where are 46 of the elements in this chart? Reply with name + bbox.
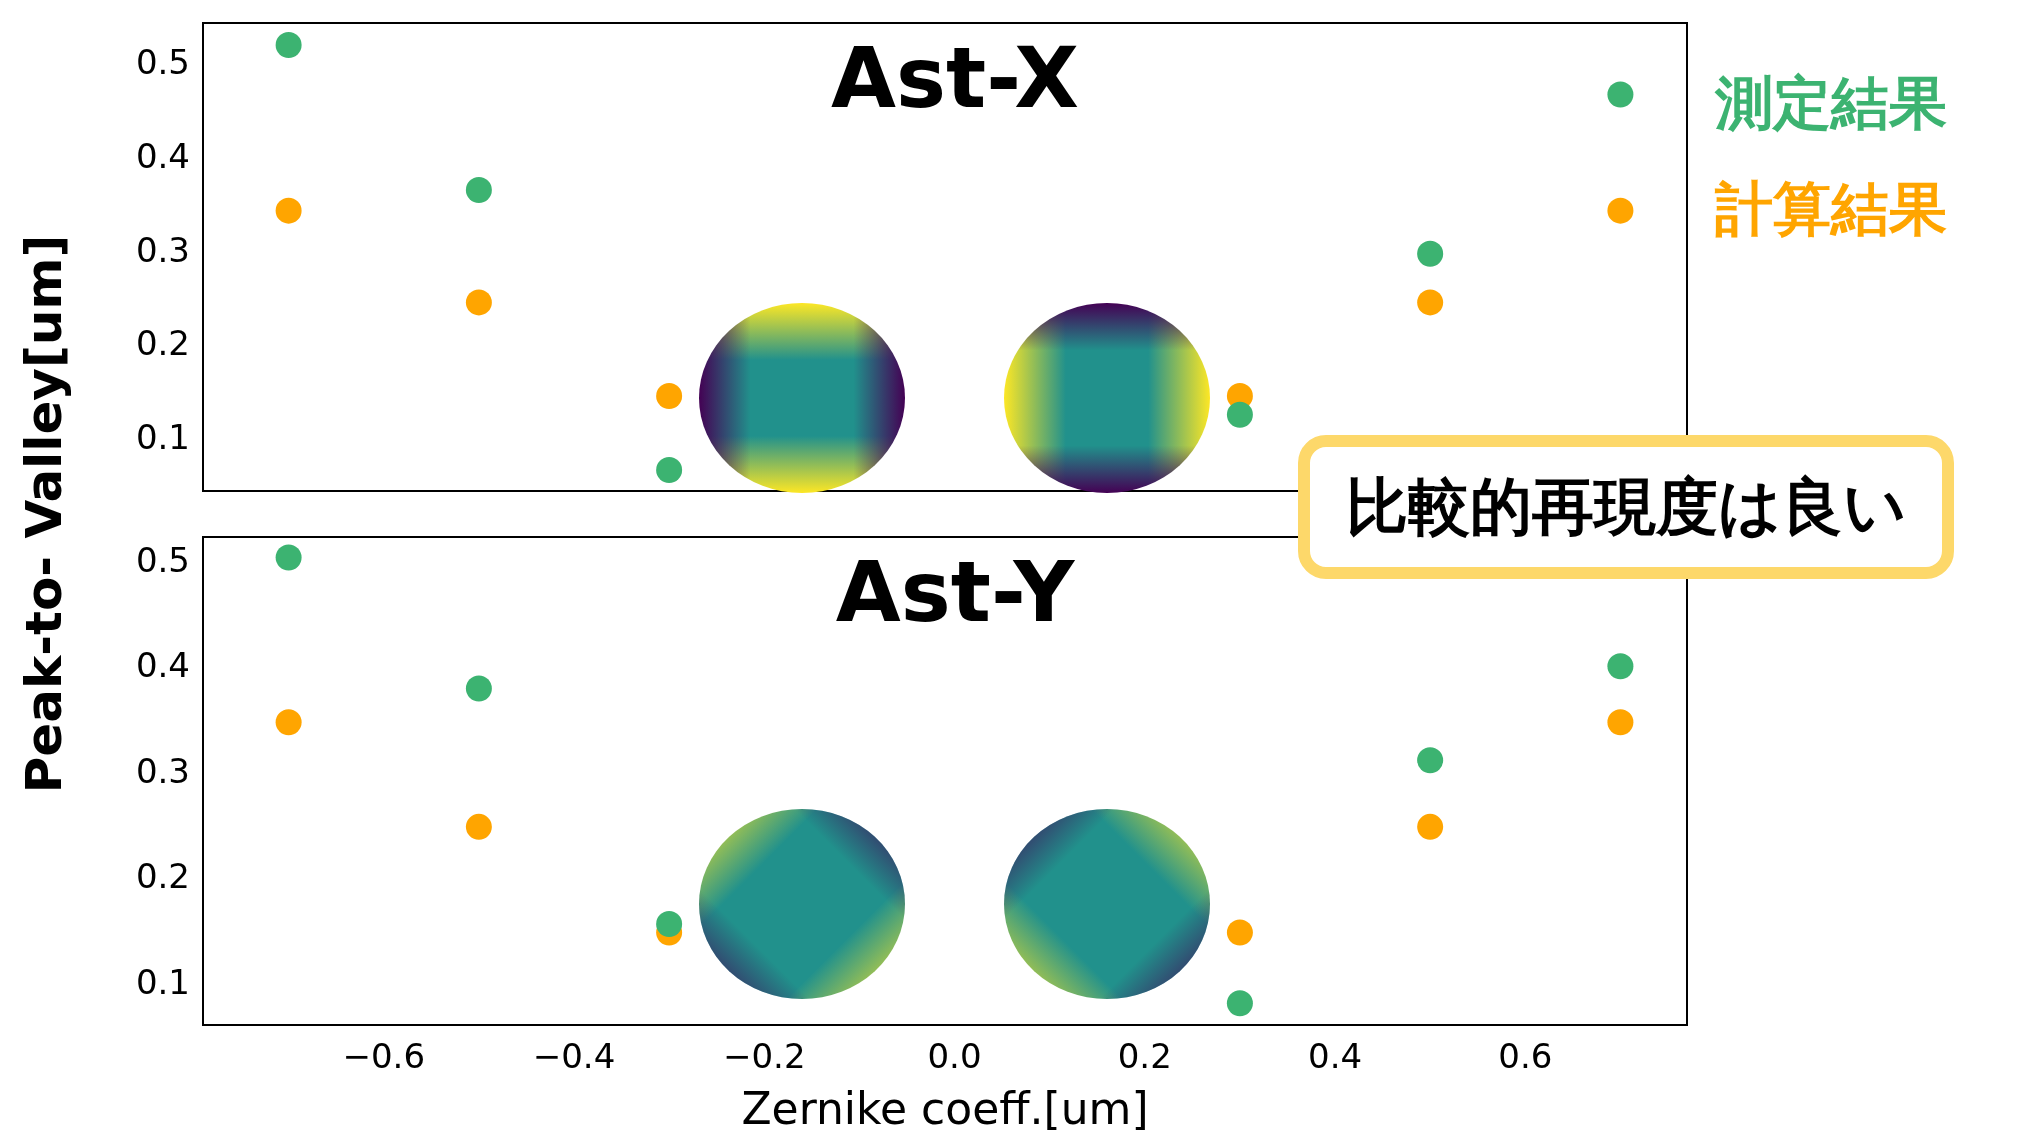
- x-axis-title: Zernike coeff.[um]: [741, 1083, 1149, 1135]
- series-label: 計算結果: [1715, 174, 1947, 245]
- y-tick-label: 0.5: [135, 539, 190, 580]
- point: [465, 177, 492, 204]
- y-tick-label: 0.4: [135, 645, 190, 686]
- point: [1417, 813, 1444, 840]
- point: [275, 709, 302, 736]
- point: [656, 911, 683, 937]
- point: [1417, 240, 1444, 267]
- point: [275, 31, 302, 58]
- y-tick-label: 0.2: [135, 323, 190, 364]
- y-tick-label: 0.1: [135, 962, 190, 1003]
- point: [1417, 289, 1444, 316]
- x-tick-label: 0.4: [1307, 1035, 1363, 1076]
- point: [1607, 197, 1634, 224]
- x-tick-label: −0.4: [532, 1035, 616, 1076]
- point: [1607, 81, 1634, 108]
- point: [1607, 653, 1634, 680]
- chart-title: Ast-Y: [835, 543, 1076, 642]
- y-tick-label: 0.4: [135, 135, 190, 176]
- x-tick-label: −0.6: [342, 1035, 426, 1076]
- point: [465, 675, 492, 702]
- point: [1417, 747, 1444, 774]
- chart-title: Ast-X: [831, 29, 1079, 128]
- annotation: 比較的再現度は良い: [1298, 435, 1954, 579]
- point: [275, 544, 302, 571]
- series-label: 測定結果: [1715, 68, 1947, 139]
- point: [1226, 401, 1253, 428]
- x-tick-label: −0.2: [722, 1035, 806, 1076]
- x-tick-label: 0.2: [1117, 1035, 1172, 1076]
- point: [465, 813, 492, 840]
- y-axis-title: Peak-to- Valley[um]: [15, 234, 73, 794]
- y-tick-label: 0.3: [135, 750, 190, 791]
- point: [465, 289, 492, 316]
- y-tick-label: 0.2: [135, 856, 190, 897]
- y-tick-label: 0.5: [135, 42, 190, 83]
- y-tick-label: 0.1: [135, 416, 190, 457]
- point: [275, 197, 302, 224]
- x-tick-label: 0.6: [1498, 1035, 1553, 1076]
- point: [1607, 709, 1634, 736]
- point: [1226, 990, 1253, 1017]
- y-tick-label: 0.3: [135, 229, 190, 270]
- point: [656, 457, 683, 483]
- x-tick-label: 0.0: [927, 1035, 982, 1076]
- point: [656, 383, 683, 410]
- point: [1226, 919, 1253, 946]
